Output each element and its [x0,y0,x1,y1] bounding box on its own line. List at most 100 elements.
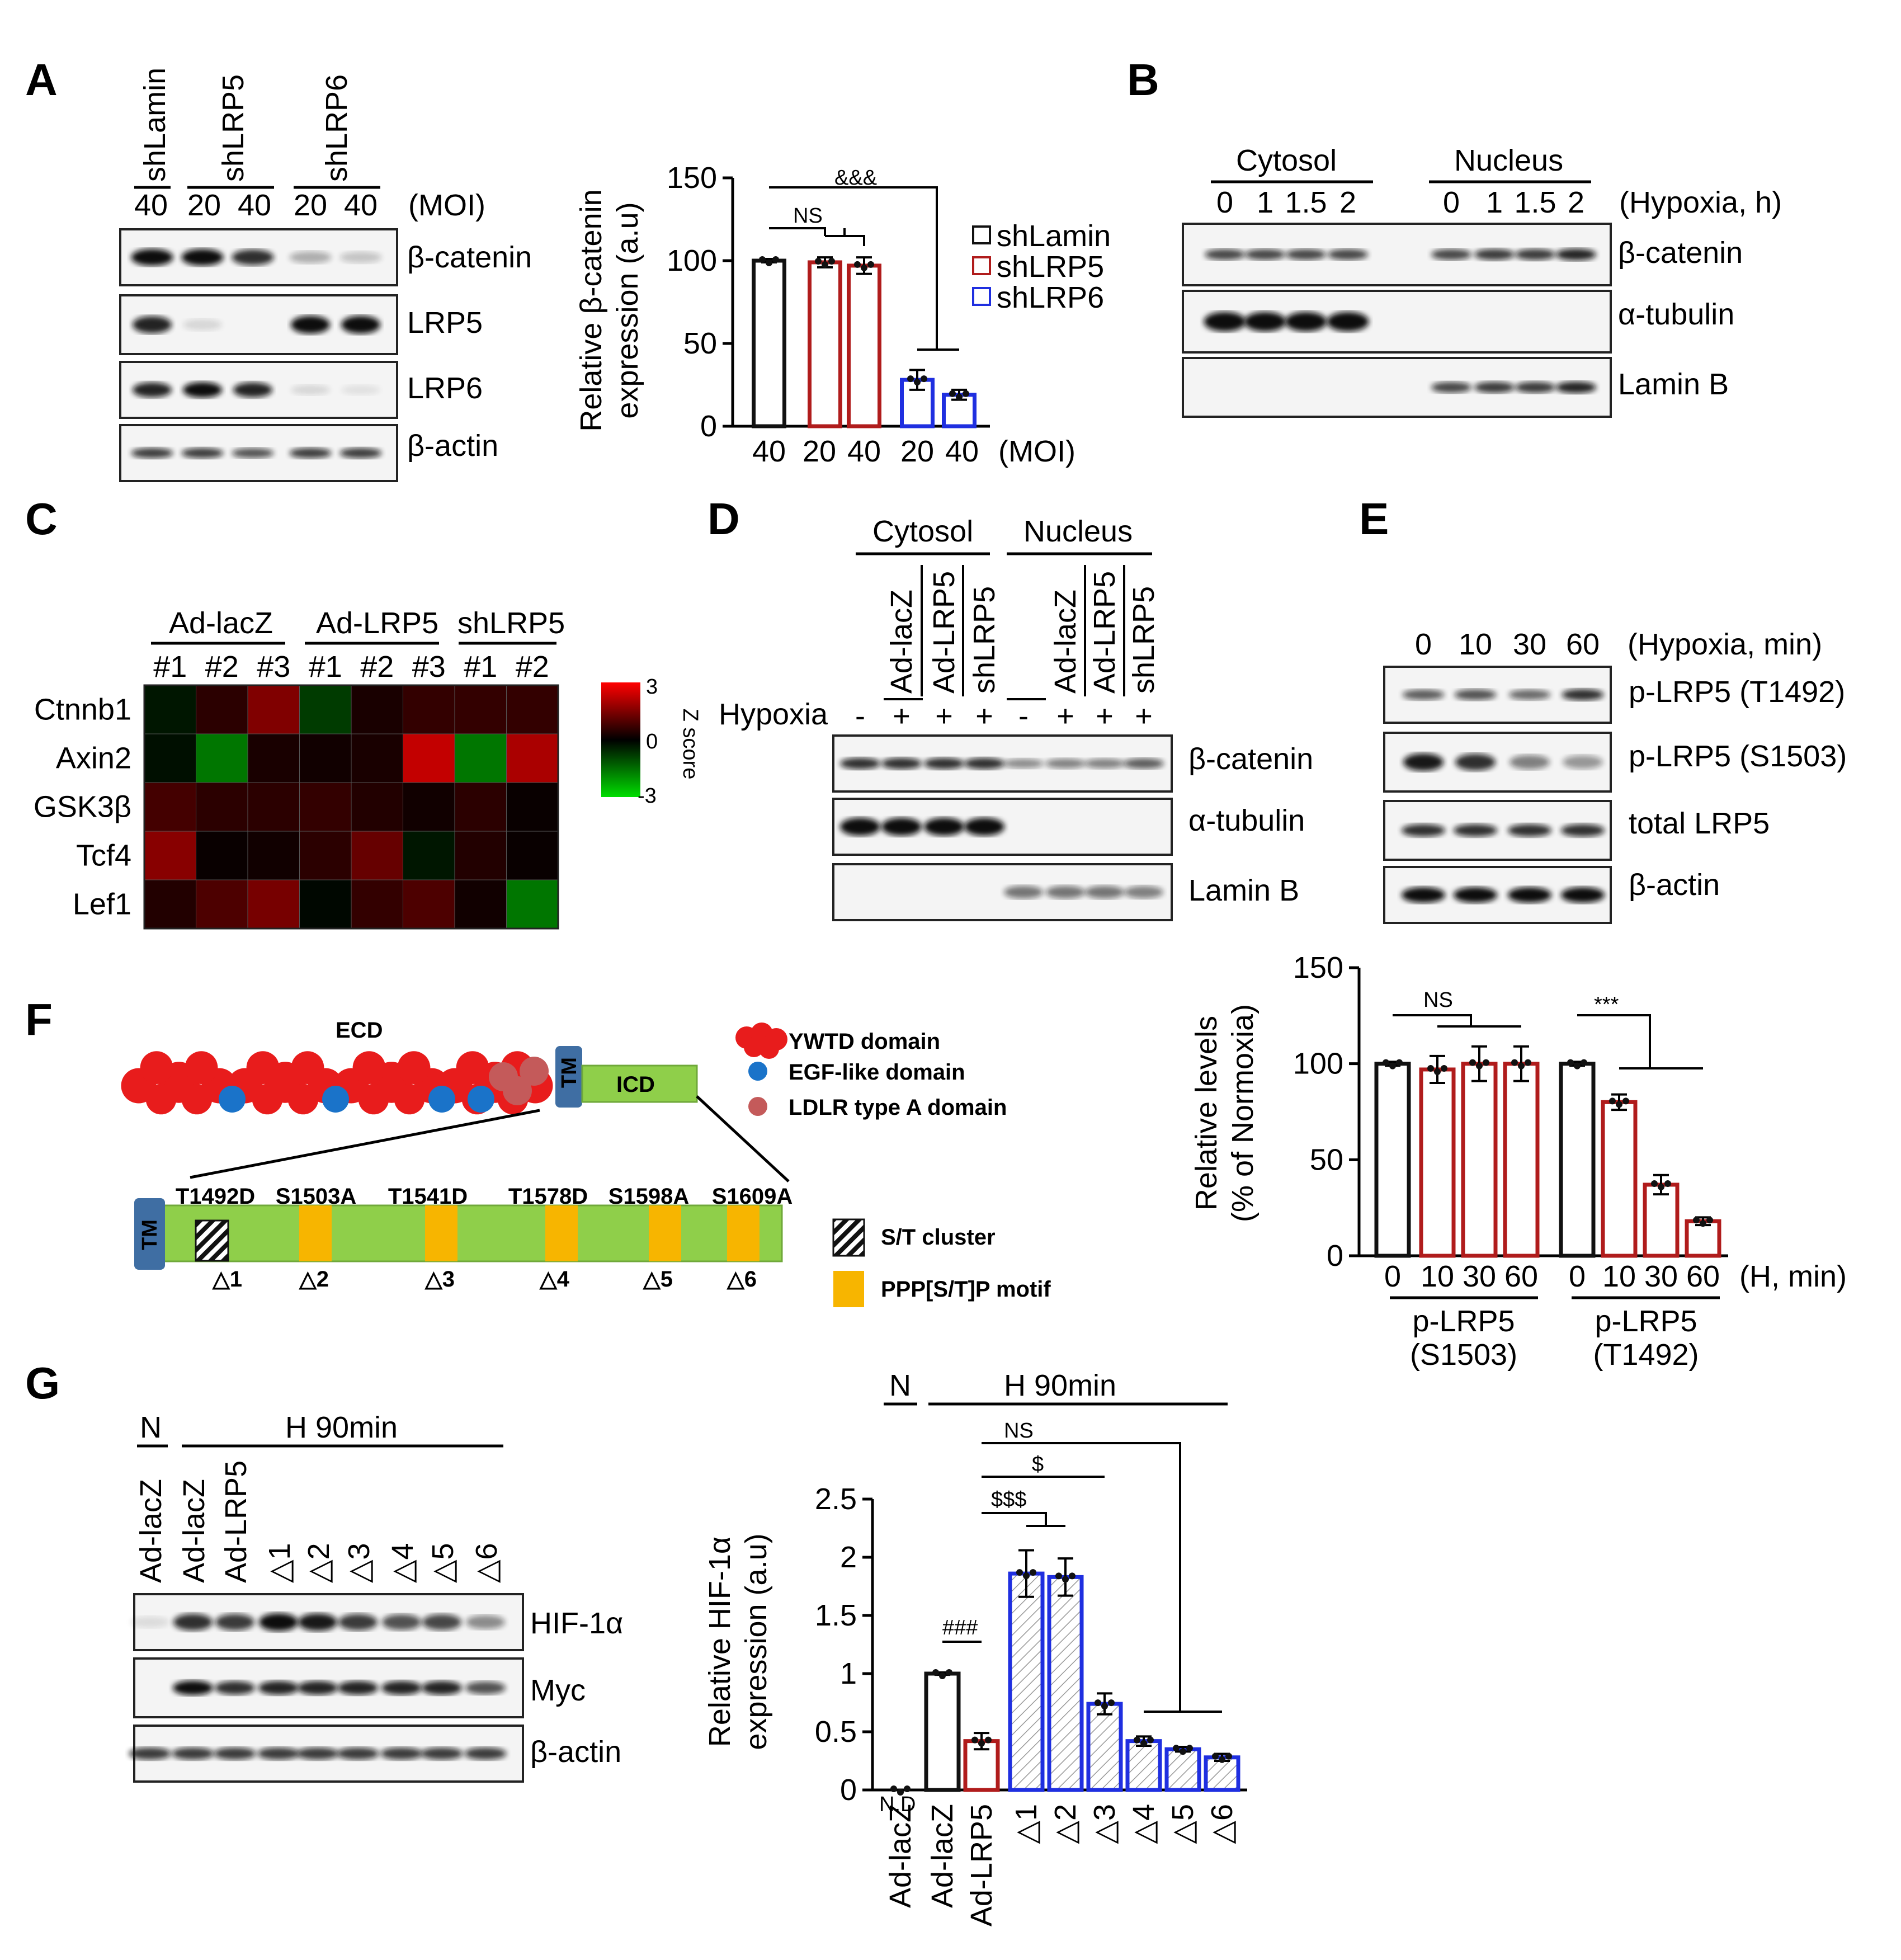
blot-strips-e [1383,666,1612,924]
mutation-label: S1503A [276,1184,357,1209]
group-label: p-LRP5 [1412,1304,1515,1338]
row-label: α-tubulin [1188,804,1305,837]
time-labels-b: 0 1 1.5 2 0 1 1.5 2 [1216,186,1584,219]
heatmap-cell [403,733,455,783]
ywtd-domain [291,1051,324,1084]
x-axis-unit: (H, min) [1739,1260,1847,1293]
time-label: 2 [1568,186,1584,219]
lane-labels-g: Ad-lacZ Ad-lacZ Ad-LRP5 △1 △2 △3 △4 △5 △6 [134,1460,503,1583]
blot-band [1510,755,1550,770]
panel-e-blot: 0 10 30 60 (Hypoxia, min) p-LRP5 (T1492) p-… [1383,628,1847,924]
blot-band [1327,312,1369,332]
n-label: N [889,1369,911,1402]
hypoxia-sign: - [855,699,865,733]
heatmap-cell [351,831,403,880]
blot-band [422,1681,462,1695]
blot-band [1085,885,1124,899]
row-label: β-catenin [1618,236,1743,270]
lane-label: Ad-lacZ [885,590,918,694]
data-point [897,1789,904,1796]
significance-hash: ### [942,1616,978,1639]
data-point [1700,1220,1706,1227]
heatmap-cell [351,879,403,929]
blot-band [183,319,222,331]
row-label: β-actin [1629,868,1720,902]
significance-bracket [769,227,826,236]
x-tick-label: △3 [1088,1804,1121,1844]
hypoxia-sign: + [893,699,911,733]
significance-bracket [1577,1014,1651,1068]
sample-label: #2 [360,650,394,684]
panel-a-chart: Relative β-catenin expression (a.u) 0 50 1… [574,161,1111,468]
tm-domain-expanded [134,1198,165,1270]
bar [752,258,786,428]
heatmap-cell [144,879,196,929]
hypoxia-sign: + [1096,699,1114,733]
blot-band [339,251,382,263]
blot-band [215,1614,254,1631]
blot-band [1402,689,1445,700]
x-tick-label: △2 [1049,1804,1082,1844]
blot-band [131,447,173,459]
bar [924,1671,961,1792]
y-tick-label: 0 [700,409,717,443]
ywtd-domain [185,1051,218,1084]
y-tick-label: 1 [840,1657,857,1690]
blot-band [1454,824,1497,837]
data-point [1469,1059,1476,1066]
heatmap-cell [247,831,300,880]
data-point [1186,1745,1193,1752]
blot-band [215,1681,255,1695]
blot-band [181,249,224,266]
blot-band [232,249,274,266]
data-point [890,1785,897,1792]
heatmap-cell [506,831,559,880]
group-label-nucleus: Nucleus [1023,515,1133,548]
lane-label: △2 [302,1543,336,1583]
blot-band [289,251,332,263]
group-label-shlrp5: shLRP5 [216,74,250,182]
blot-band [130,1616,169,1628]
icd-expanded [139,1204,783,1262]
y-tick-label: 150 [1293,951,1343,984]
blot-strips-d [832,734,1173,921]
panel-label-d: D [707,494,740,544]
legend-ywtd: YWTD domain [789,1029,940,1054]
heatmap-cell [351,782,403,832]
data-point [904,1785,911,1792]
ywtd-domain [287,1083,319,1115]
heatmap-cell [454,733,507,783]
data-point [1622,1097,1629,1105]
blot-band [1205,249,1245,260]
delta-label: △5 [643,1267,673,1292]
y-axis-label: Relative HIF-1α [703,1537,737,1747]
significance-bracket [1393,1014,1472,1026]
panel-label-a: A [25,55,58,105]
ywtd-domain [456,1051,489,1084]
significance-star: *** [1594,993,1619,1016]
data-point [1476,1062,1483,1069]
delta-label: △2 [299,1267,329,1292]
n-label: N [140,1411,162,1444]
gene-label: Tcf4 [76,839,131,873]
row-label: p-LRP5 (S1503) [1629,739,1847,773]
sample-label: #1 [464,650,497,684]
group-label-ad-lacz: Ad-lacZ [169,606,273,640]
lane-labels-d: Ad-lacZ Ad-LRP5 shLRP5 Ad-lacZ Ad-LRP5 shLRP5 [884,565,1161,700]
heatmap-cell [299,685,352,734]
significance-bracket [982,1442,1181,1712]
heatmap-cell [247,782,300,832]
data-point [861,264,867,271]
bar [1374,1062,1411,1258]
blot-band [465,1681,506,1694]
hypoxia-sign: + [1056,699,1074,733]
group-label-shlamin: shLamin [138,68,172,182]
blot-band [291,315,330,334]
ywtd-icon [735,1023,787,1059]
panel-label-c: C [25,494,58,544]
blot-band [464,1747,507,1760]
data-point [946,1669,952,1676]
sample-label: #3 [257,650,290,684]
lane-label: △3 [342,1543,376,1583]
data-point [1609,1097,1616,1105]
